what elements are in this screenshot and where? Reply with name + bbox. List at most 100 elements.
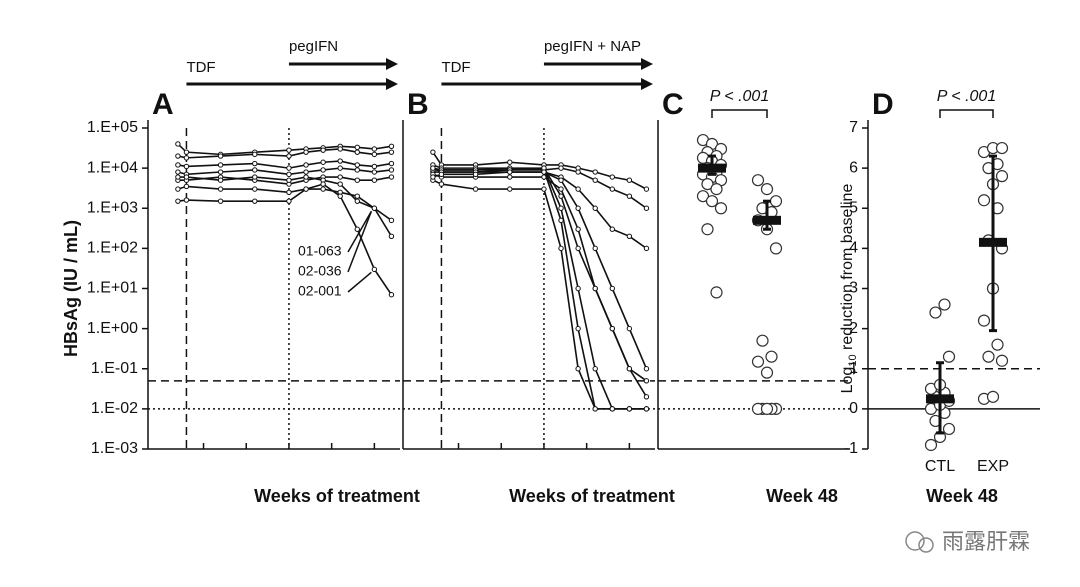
- data-point: [337, 158, 343, 164]
- y-tick-label: 6: [849, 159, 858, 176]
- y-tick-label: 1.E+03: [87, 199, 138, 216]
- data-point: [388, 167, 395, 173]
- center-bar: [698, 163, 726, 173]
- x-axis-label: Weeks of treatment: [509, 486, 675, 506]
- data-point: [558, 245, 564, 252]
- data-point: [626, 233, 633, 239]
- data-point: [756, 334, 769, 347]
- y-tick-label: 1.E+04: [87, 159, 138, 176]
- data-point: [558, 177, 564, 183]
- data-point: [388, 233, 395, 239]
- data-point: [354, 177, 360, 183]
- data-point: [175, 186, 181, 192]
- data-point: [371, 205, 378, 211]
- data-point: [371, 177, 378, 183]
- data-point: [643, 186, 650, 192]
- data-point: [751, 174, 765, 187]
- x-axis-label: Weeks of treatment: [254, 486, 420, 506]
- data-point: [507, 169, 513, 175]
- data-point: [541, 169, 547, 175]
- data-point: [286, 153, 292, 159]
- data-point: [751, 355, 765, 368]
- panel-label: C: [662, 88, 684, 121]
- data-point: [696, 190, 710, 203]
- significance-bracket: [939, 109, 994, 118]
- arrow-head: [386, 78, 398, 90]
- data-point: [371, 266, 378, 273]
- x-axis-label: Week 48: [766, 486, 838, 506]
- data-point: [643, 406, 650, 412]
- series-line: [432, 171, 647, 250]
- data-point: [592, 366, 598, 372]
- data-point: [286, 147, 292, 153]
- data-point: [303, 162, 309, 168]
- data-point: [252, 198, 258, 204]
- data-point: [609, 226, 615, 232]
- data-point: [303, 174, 309, 180]
- data-point: [175, 198, 181, 204]
- data-point: [320, 186, 326, 192]
- data-point: [626, 406, 633, 412]
- data-point: [710, 286, 723, 299]
- data-point: [705, 195, 719, 208]
- data-point: [183, 155, 190, 161]
- data-point: [609, 406, 615, 412]
- y-tick-label: 4: [849, 240, 858, 257]
- data-point: [643, 245, 650, 252]
- data-point: [320, 147, 326, 153]
- arrow-label: TDF: [186, 59, 215, 76]
- series-annotation: 01-063: [298, 243, 342, 259]
- data-point: [175, 141, 181, 147]
- data-point: [472, 171, 479, 178]
- data-point: [354, 144, 360, 151]
- data-point: [303, 149, 309, 155]
- data-point: [354, 162, 360, 168]
- annotation-arrow: [347, 210, 373, 273]
- y-tick-label: 1.E-01: [91, 360, 138, 377]
- series-line: [177, 176, 393, 237]
- data-point: [183, 163, 190, 170]
- data-point: [337, 165, 343, 171]
- arrow-head: [641, 58, 653, 70]
- annotation-arrow: [347, 271, 372, 293]
- data-point: [388, 149, 395, 155]
- data-point: [354, 149, 360, 155]
- data-point: [507, 186, 513, 192]
- data-point: [929, 306, 942, 319]
- data-point: [175, 174, 181, 180]
- data-point: [183, 174, 190, 180]
- data-point: [609, 285, 615, 292]
- data-point: [765, 350, 778, 363]
- data-point: [252, 167, 258, 173]
- data-point: [701, 223, 714, 236]
- data-point: [977, 194, 991, 207]
- data-point: [217, 169, 224, 175]
- p-value: P < .001: [710, 88, 769, 105]
- data-point: [183, 197, 190, 203]
- data-point: [175, 169, 181, 175]
- data-point: [507, 159, 513, 165]
- data-point: [371, 169, 378, 175]
- data-point: [609, 325, 615, 332]
- data-point: [354, 198, 360, 204]
- data-point: [760, 366, 774, 379]
- data-point: [991, 338, 1004, 351]
- data-point: [337, 193, 343, 199]
- data-point: [354, 226, 360, 232]
- data-point: [575, 226, 581, 232]
- data-point: [558, 205, 564, 211]
- data-point: [942, 422, 956, 436]
- data-point: [175, 153, 181, 159]
- data-point: [388, 292, 395, 298]
- y-tick-label: 1.E+00: [87, 320, 138, 337]
- data-point: [371, 151, 378, 158]
- data-point: [286, 189, 292, 195]
- data-point: [575, 186, 581, 192]
- data-point: [769, 242, 783, 255]
- y-axis-label-part: 10: [847, 354, 859, 366]
- y-tick-label: 1.E-03: [91, 440, 138, 457]
- data-point: [472, 186, 479, 192]
- data-point: [337, 181, 343, 187]
- data-point: [175, 162, 181, 168]
- arrow-head: [641, 78, 653, 90]
